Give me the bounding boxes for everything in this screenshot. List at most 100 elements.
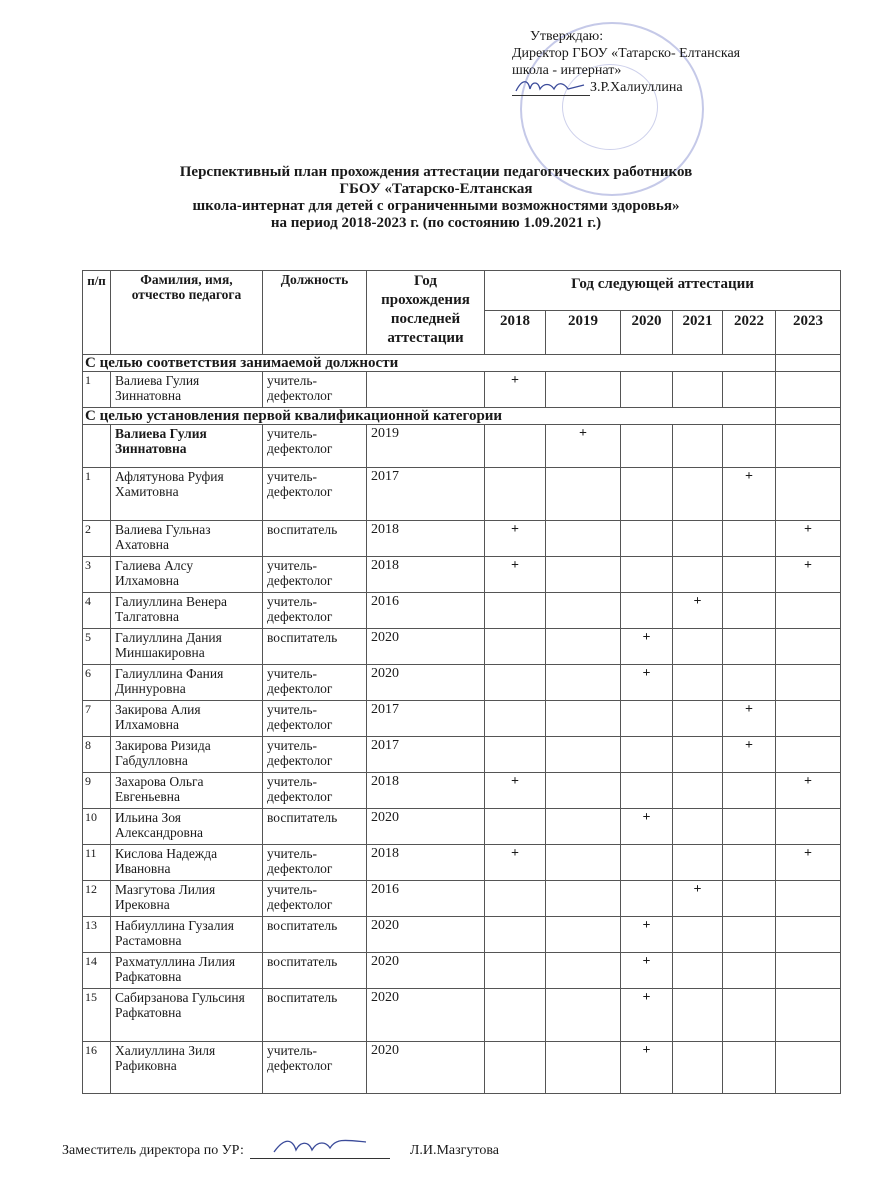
table-row: 4 Галиуллина Венера Талгатовна учитель-деф… [82,592,842,629]
header-position: Должность [262,270,367,355]
last-attestation-year: 2018 [366,772,485,809]
attestation-mark-2021 [672,424,723,468]
section-title: С целью соответствия занимаемой должност… [82,354,776,372]
attestation-mark-2022 [722,952,776,989]
teacher-position: учитель-дефектолог [262,592,367,629]
attestation-mark-2018: + [484,371,546,408]
attestation-mark-2018: + [484,556,546,593]
teacher-name: Набиуллина Гузалия Растамовна [110,916,263,953]
attestation-mark-2020 [620,772,673,809]
title-line: Перспективный план прохождения аттестаци… [179,164,693,180]
last-attestation-year: 2017 [366,700,485,737]
attestation-mark-2018 [484,664,546,701]
footer: Заместитель директора по УР: Л.И.Мазгутов… [62,1139,499,1159]
row-num: 9 [82,772,111,809]
row-num: 13 [82,916,111,953]
attestation-mark-2018 [484,424,546,468]
attestation-mark-2022 [722,916,776,953]
last-attestation-year: 2018 [366,520,485,557]
teacher-name: Закирова Алия Илхамовна [110,700,263,737]
attestation-mark-2022 [722,1041,776,1094]
row-num: 6 [82,664,111,701]
attestation-mark-2022 [722,988,776,1042]
attestation-mark-2019 [545,916,621,953]
attestation-mark-2019 [545,952,621,989]
last-attestation-year: 2016 [366,880,485,917]
attestation-mark-2021 [672,808,723,845]
header-year-2023: 2023 [774,310,842,355]
attestation-mark-2018 [484,700,546,737]
title-line: ГБОУ «Татарско-Елтанская [339,181,533,197]
attestation-mark-2020 [620,880,673,917]
header-num: п/п [82,270,111,355]
teacher-position: воспитатель [262,916,367,953]
teacher-position: воспитатель [262,988,367,1042]
last-attestation-year: 2020 [366,952,485,989]
last-attestation-year: 2020 [366,988,485,1042]
teacher-name: Галиуллина Дания Миншакировна [110,628,263,665]
teacher-name: Галиуллина Фания Диннуровна [110,664,263,701]
row-num: 14 [82,952,111,989]
teacher-position: учитель-дефектолог [262,371,367,408]
director-name: З.Р.Халиуллина [590,80,683,95]
row-num: 1 [82,467,111,521]
attestation-mark-2023 [774,1041,842,1094]
attestation-mark-2022 [722,371,776,408]
row-num: 7 [82,700,111,737]
attestation-mark-2019 [545,592,621,629]
attestation-mark-2019 [545,772,621,809]
section-title: С целью установления первой квалификацио… [82,407,776,425]
row-num: 11 [82,844,111,881]
teacher-position: воспитатель [262,520,367,557]
stamp-center [562,64,658,150]
last-attestation-year: 2020 [366,808,485,845]
teacher-name: Закирова Ризида Габдулловна [110,736,263,773]
teacher-position: учитель-дефектолог [262,844,367,881]
teacher-name: Захарова Ольга Евгеньевна [110,772,263,809]
attestation-mark-2022: + [722,467,776,521]
attestation-mark-2023 [774,424,842,468]
attestation-mark-2019 [545,371,621,408]
table-row: 8 Закирова Ризида Габдулловна учитель-дефе… [82,736,842,773]
attestation-mark-2021 [672,1041,723,1094]
row-num: 15 [82,988,111,1042]
row-num: 10 [82,808,111,845]
last-attestation-year: 2016 [366,592,485,629]
title-line: школа-интернат для детей с ограниченными… [192,198,680,214]
row-num: 3 [82,556,111,593]
teacher-name: Сабирзанова Гульсиня Рафкатовна [110,988,263,1042]
attestation-mark-2019 [545,556,621,593]
attestation-mark-2020: + [620,1041,673,1094]
approval-school: школа - интернат» [512,63,622,78]
official-stamp [520,22,704,196]
attestation-mark-2021 [672,916,723,953]
attestation-mark-2018: + [484,520,546,557]
teacher-name: Ильина Зоя Александровна [110,808,263,845]
header-name: Фамилия, имя, отчество педагога [110,270,263,355]
attestation-mark-2018 [484,736,546,773]
attestation-mark-2021 [672,520,723,557]
attestation-mark-2022 [722,664,776,701]
teacher-position: учитель-дефектолог [262,736,367,773]
table-row: 14 Рахматуллина Лилия Рафкатовна воспитате… [82,952,842,989]
last-attestation-year: 2017 [366,467,485,521]
header-year-2019: 2019 [545,310,621,355]
table-row: 7 Закирова Алия Илхамовна учитель-дефектол… [82,700,842,737]
footer-signer: Л.И.Мазгутова [409,1143,499,1158]
attestation-mark-2021 [672,772,723,809]
attestation-mark-2019 [545,844,621,881]
page-title: Перспективный план прохождения аттестаци… [0,164,872,232]
attestation-mark-2021 [672,700,723,737]
attestation-mark-2022 [722,772,776,809]
header-year-2020: 2020 [620,310,673,355]
attestation-mark-2022 [722,844,776,881]
attestation-mark-2023 [774,628,842,665]
teacher-position: учитель-дефектолог [262,1041,367,1094]
attestation-mark-2020 [620,371,673,408]
last-attestation-year: 2018 [366,556,485,593]
approval-heading: Утверждаю: [530,29,604,44]
attestation-mark-2020 [620,520,673,557]
attestation-mark-2020 [620,700,673,737]
attestation-mark-2023 [774,371,842,408]
attestation-mark-2020: + [620,664,673,701]
